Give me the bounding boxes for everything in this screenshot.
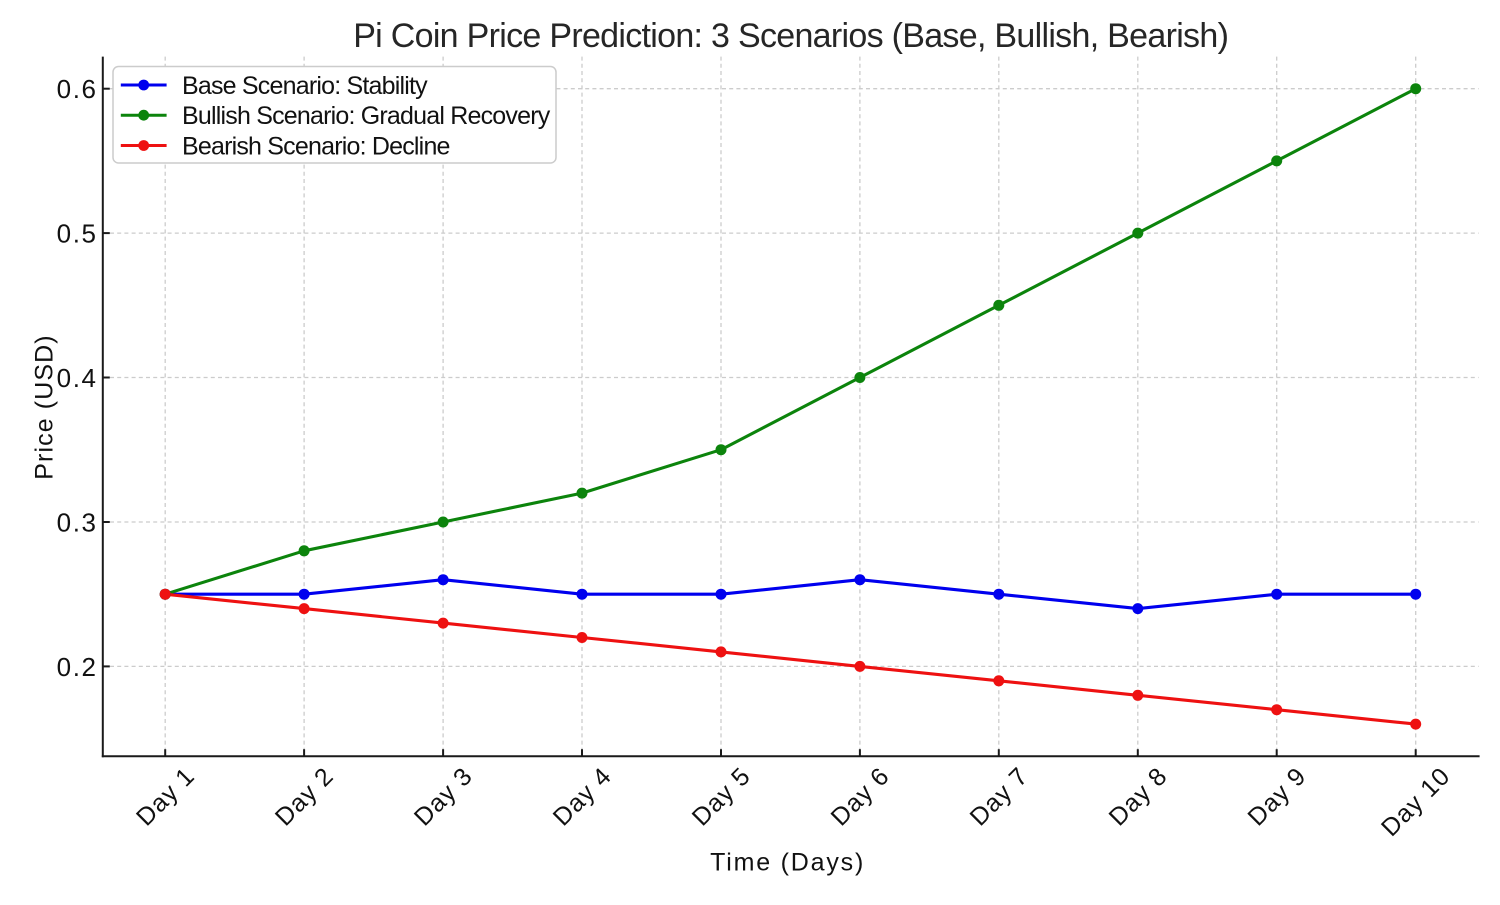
svg-text:0.6: 0.6 xyxy=(57,74,98,104)
svg-text:0.2: 0.2 xyxy=(57,652,98,682)
svg-text:0.5: 0.5 xyxy=(57,219,98,249)
svg-text:Bearish Scenario: Decline: Bearish Scenario: Decline xyxy=(182,132,450,160)
svg-text:Pi Coin Price Prediction: 3 Sc: Pi Coin Price Prediction: 3 Scenarios (B… xyxy=(353,17,1228,55)
svg-text:Bullish Scenario: Gradual Reco: Bullish Scenario: Gradual Recovery xyxy=(182,102,551,130)
svg-text:Time (Days): Time (Days) xyxy=(710,848,865,876)
svg-text:Base Scenario: Stability: Base Scenario: Stability xyxy=(182,72,428,100)
svg-text:Price (USD): Price (USD) xyxy=(31,334,59,479)
svg-text:0.4: 0.4 xyxy=(57,363,98,393)
svg-text:0.3: 0.3 xyxy=(57,508,98,538)
